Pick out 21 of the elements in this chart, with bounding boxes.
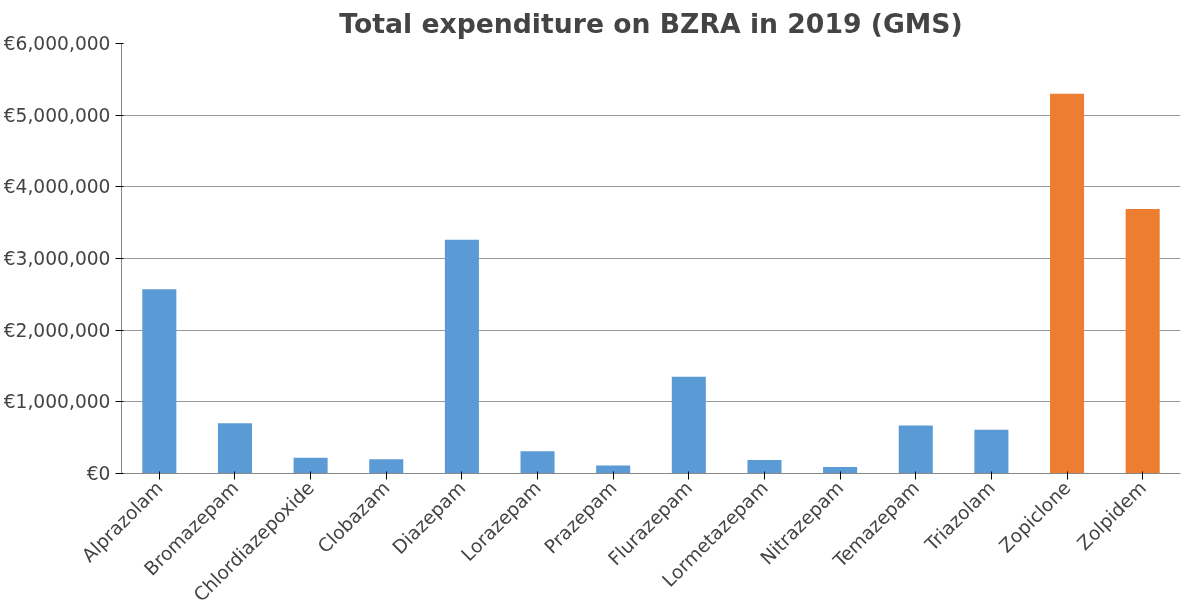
y-tick-label: €6,000,000 [3, 33, 111, 54]
y-tick-label: €0 [86, 463, 111, 484]
bar [1050, 93, 1085, 474]
y-tick-label: €3,000,000 [3, 248, 111, 269]
bar [369, 459, 404, 474]
bar [671, 376, 706, 474]
bar [898, 425, 933, 474]
y-tick-label: €1,000,000 [3, 391, 111, 413]
bar [217, 423, 252, 474]
bar [142, 289, 177, 474]
bar [974, 429, 1009, 474]
y-tick-label: €2,000,000 [3, 319, 111, 341]
y-tick-label: €5,000,000 [3, 104, 111, 126]
bar [1125, 209, 1160, 474]
bar [293, 457, 328, 474]
bar [444, 239, 479, 474]
chart-title: Total expenditure on BZRA in 2019 (GMS) [339, 7, 963, 39]
bar [747, 459, 782, 474]
bar [823, 467, 858, 474]
y-tick-label: €4,000,000 [3, 176, 111, 198]
bar [520, 451, 555, 474]
